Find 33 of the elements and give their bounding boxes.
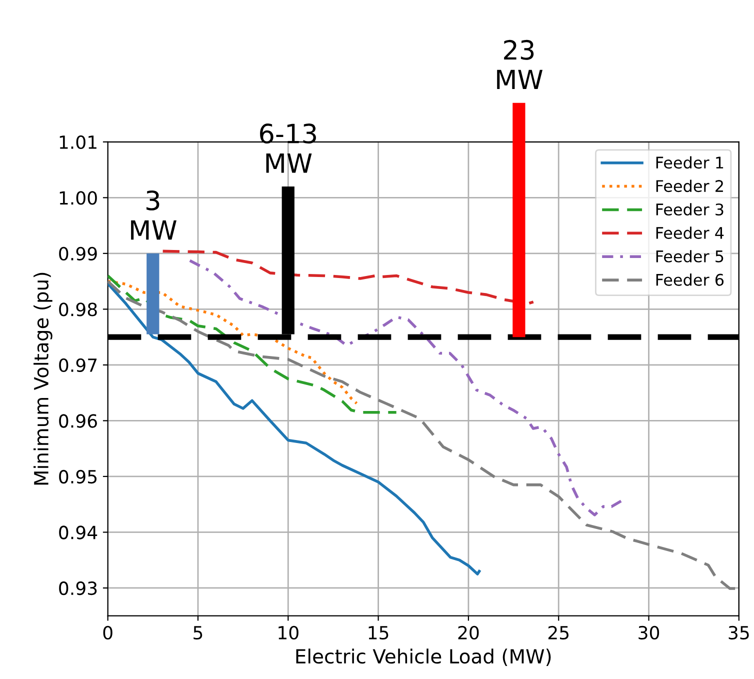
y-tick-label: 1.01 — [60, 135, 96, 150]
y-tick-label: 0.93 — [59, 581, 97, 596]
x-tick-label: 0 — [103, 626, 112, 640]
y-tick-label: 1.00 — [60, 191, 97, 205]
legend-label: Feeder 5 — [656, 250, 724, 262]
x-axis-title: Electric Vehicle Load (MW) — [296, 648, 551, 666]
y-tick-label: 0.99 — [59, 246, 97, 261]
x-tick-label: 10 — [278, 626, 298, 640]
y-tick-label: 0.97 — [59, 358, 97, 372]
legend-label: Feeder 2 — [656, 180, 723, 192]
line-series — [108, 282, 481, 576]
bar — [512, 102, 526, 338]
x-tick-label: 15 — [368, 626, 388, 640]
legend-label: Feeder 4 — [656, 226, 724, 239]
legend-label: Feeder 1 — [656, 156, 724, 169]
line-series — [108, 280, 358, 405]
line-series — [161, 250, 535, 305]
annotation: 23 MW — [497, 40, 543, 90]
x-tick-label: 20 — [458, 626, 479, 640]
line-series — [108, 274, 398, 414]
y-axis-title: Minimum Voltage (pu) — [34, 272, 52, 485]
x-tick-label: 5 — [194, 626, 202, 640]
y-tick-label: 0.95 — [59, 470, 97, 484]
legend-label: Feeder 3 — [656, 203, 724, 216]
y-tick-label: 0.96 — [59, 414, 97, 428]
y-tick-label: 0.94 — [59, 526, 98, 540]
x-tick-label: 25 — [548, 626, 569, 640]
x-tick-label: 35 — [728, 626, 749, 640]
annotation: 3 MW — [131, 190, 176, 240]
legend-label: Feeder 6 — [656, 274, 724, 286]
x-tick-label: 30 — [638, 626, 660, 640]
bar — [146, 253, 160, 334]
y-tick-label: 0.98 — [59, 302, 97, 316]
